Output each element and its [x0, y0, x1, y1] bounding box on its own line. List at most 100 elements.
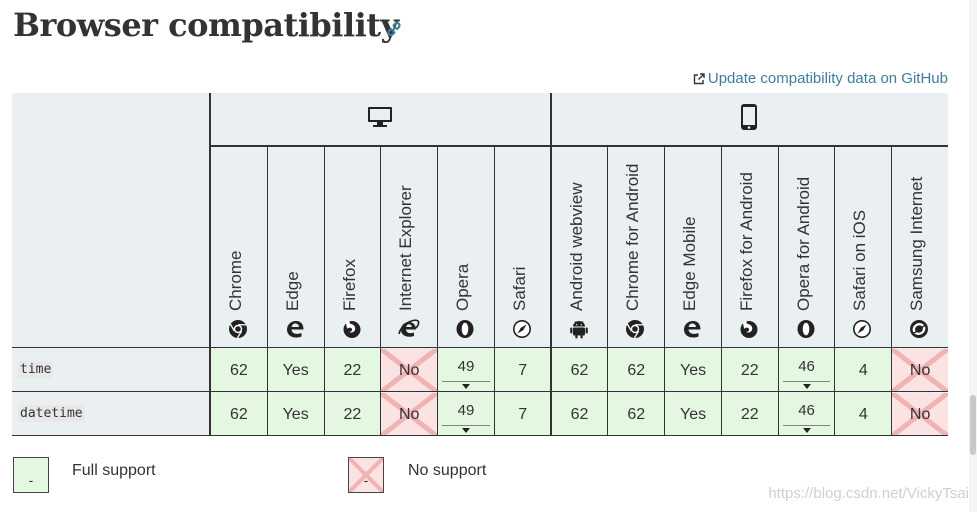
support-value: No [398, 361, 420, 379]
legend-label: Full support [72, 462, 156, 479]
dropdown-divider [442, 425, 490, 426]
support-cell: 4 [835, 349, 892, 392]
support-cell: 22 [324, 349, 381, 392]
link-icon [387, 21, 401, 37]
support-cell: 22 [324, 393, 381, 436]
platform-header-mobile [551, 93, 948, 145]
support-value: 62 [627, 361, 646, 379]
support-cell: 62 [608, 393, 665, 436]
dropdown-divider [782, 425, 831, 426]
ie-icon [398, 319, 420, 339]
support-cell: No [381, 393, 438, 436]
browser-header: Android webview [551, 147, 607, 347]
dropdown-arrow-icon[interactable] [802, 384, 811, 389]
feature-label: time [18, 361, 54, 378]
edge-icon [285, 319, 305, 339]
table-divider [209, 93, 211, 436]
support-value: Yes [282, 405, 309, 423]
support-cell: 62 [211, 393, 267, 436]
scrollbar[interactable] [969, 0, 977, 512]
support-cell: Yes [267, 349, 324, 392]
table-divider [664, 145, 666, 436]
table-divider [323, 145, 325, 436]
support-value: 46 [798, 358, 815, 375]
browser-header: Edge Mobile [664, 147, 720, 347]
browser-header: Firefox for Android [721, 147, 777, 347]
table-divider [891, 145, 893, 436]
support-value: No [398, 405, 420, 423]
table-divider [834, 145, 836, 436]
browser-name: Android webview [566, 182, 586, 311]
table-divider [777, 145, 779, 436]
support-cell: 22 [721, 393, 778, 436]
browser-name: Chrome [226, 250, 245, 311]
browser-header: Internet Explorer [380, 147, 436, 347]
table-divider [12, 435, 948, 436]
browser-name: Safari [509, 266, 529, 311]
mobile-icon [740, 103, 758, 136]
support-cell: 7 [494, 393, 551, 436]
support-cell: 62 [608, 349, 665, 392]
browser-name: Opera [453, 263, 473, 311]
support-cell: No [892, 349, 948, 392]
dropdown-arrow-icon[interactable] [802, 428, 811, 433]
support-value: 22 [740, 361, 759, 379]
browser-header: Opera [437, 147, 493, 347]
no-support-cross [892, 349, 948, 392]
table-divider [493, 145, 495, 436]
support-value: 62 [229, 361, 248, 379]
support-value: 22 [343, 405, 362, 423]
scrollbar-thumb[interactable] [970, 395, 976, 455]
support-cell: No [381, 349, 438, 392]
opera-icon [796, 319, 816, 339]
browser-name: Edge [282, 271, 302, 311]
browser-header: Samsung Internet [891, 147, 947, 347]
support-cell[interactable]: 49 [438, 349, 494, 392]
support-value: 7 [518, 405, 528, 423]
browser-name: Internet Explorer [396, 185, 416, 311]
support-cell: Yes [267, 393, 324, 436]
update-compat-data-link[interactable]: Update compatibility data on GitHub [693, 70, 948, 87]
browser-name: Opera for Android [793, 176, 813, 311]
support-cell[interactable]: 49 [438, 393, 494, 436]
firefox-icon [342, 319, 362, 339]
opera-icon [455, 319, 475, 339]
support-cell: 62 [551, 349, 608, 392]
samsung-icon [909, 319, 929, 339]
support-value: Yes [679, 361, 707, 379]
support-cell[interactable]: 46 [778, 393, 835, 436]
table-divider [437, 145, 439, 436]
support-value: No [909, 361, 931, 379]
support-cell: 62 [551, 393, 608, 436]
table-divider [380, 145, 382, 436]
title-anchor-link[interactable] [385, 20, 403, 38]
legend-mark: - [28, 472, 34, 488]
dropdown-arrow-icon[interactable] [461, 428, 470, 433]
android-icon [569, 319, 589, 339]
browser-name: Edge Mobile [680, 216, 700, 311]
browser-name: Firefox [339, 259, 359, 311]
chrome-icon [625, 319, 645, 339]
legend-mark: - [363, 472, 369, 488]
firefox-icon [739, 319, 759, 339]
support-value: 7 [518, 361, 528, 379]
support-cell[interactable]: 46 [778, 349, 835, 392]
compat-table: Chrome Edge Firefox Internet Explorer Opera S… [12, 93, 948, 436]
table-divider [12, 347, 948, 348]
support-value: No [909, 405, 931, 423]
dropdown-arrow-icon[interactable] [461, 384, 470, 389]
dropdown-divider [442, 381, 490, 382]
support-value: 62 [570, 405, 589, 423]
support-cell: 62 [211, 349, 267, 392]
feature-label: datetime [18, 405, 85, 422]
support-value: 4 [858, 405, 868, 423]
browser-name: Samsung Internet [907, 176, 927, 311]
support-cell: 4 [835, 393, 892, 436]
no-support-cross [349, 458, 383, 492]
support-cell: 22 [721, 349, 778, 392]
browser-name: Chrome for Android [623, 163, 643, 311]
table-divider [266, 145, 268, 436]
table-divider [720, 145, 722, 436]
table-divider [607, 145, 609, 436]
support-value: 62 [229, 405, 248, 423]
